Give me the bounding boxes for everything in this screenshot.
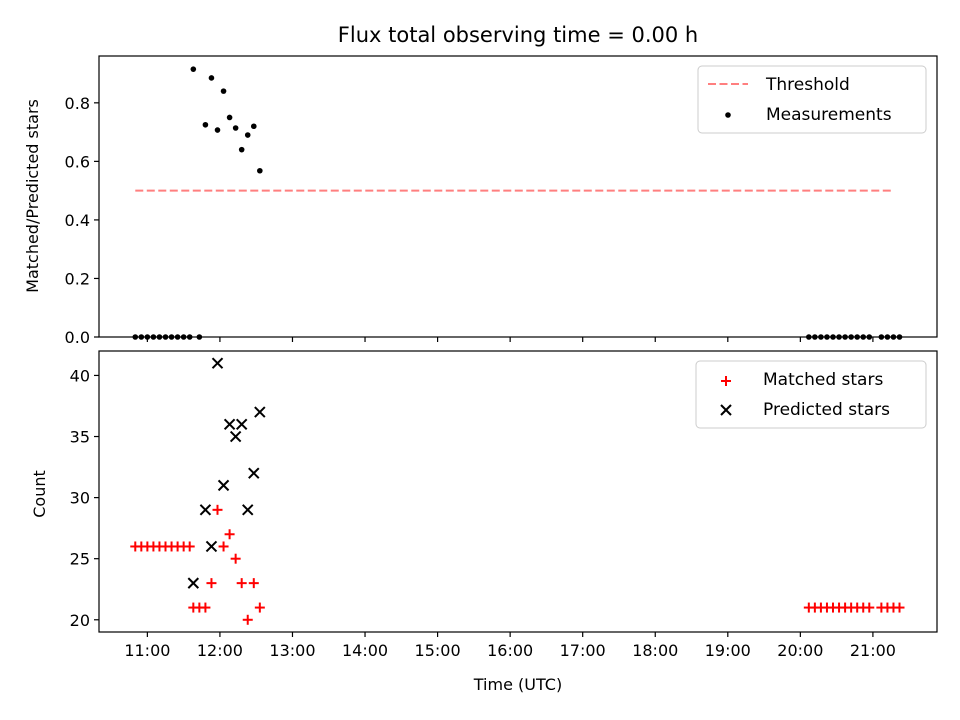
x-marker-b bbox=[254, 406, 266, 418]
predicted-star-point bbox=[199, 504, 212, 516]
legend-measurements-swatch bbox=[725, 112, 731, 118]
legend-threshold-label: Threshold bbox=[765, 75, 850, 95]
matched-star-point bbox=[894, 602, 905, 613]
x-tick-label: 11:00 bbox=[124, 641, 170, 660]
y-tick-label-bottom: 25 bbox=[70, 550, 90, 569]
legend-top: Threshold Measurements bbox=[697, 65, 927, 134]
chart-title: Flux total observing time = 0.00 h bbox=[338, 23, 698, 47]
predicted-star-point bbox=[211, 357, 224, 369]
matched-star-point bbox=[230, 553, 241, 564]
measurement-point bbox=[208, 75, 215, 81]
x-tick-label: 15:00 bbox=[415, 641, 461, 660]
predicted-star-point bbox=[229, 430, 242, 443]
y-axis-label-bottom: Count bbox=[30, 470, 49, 518]
axes-frame-top bbox=[98, 55, 938, 338]
matched-star-point bbox=[242, 614, 253, 625]
x-marker-b bbox=[199, 504, 212, 516]
y-tick-label-bottom: 35 bbox=[70, 428, 90, 447]
x-tick-label: 16:00 bbox=[487, 641, 533, 660]
predicted-star-point bbox=[223, 418, 236, 431]
x-marker-b bbox=[248, 467, 260, 479]
legend-matched-label: Matched stars bbox=[763, 370, 883, 390]
x-tick-label: 13:00 bbox=[269, 641, 315, 660]
legend-predicted-label: Predicted stars bbox=[763, 400, 890, 420]
plot-top: 0.0 0.2 0.4 0.6 0.8 Threshold Measurements bbox=[65, 55, 938, 347]
y-tick-label-top: 0.0 bbox=[65, 328, 90, 347]
measurement-point bbox=[226, 114, 233, 121]
predicted-star-point bbox=[242, 504, 254, 516]
legend-measurements-label: Measurements bbox=[766, 105, 892, 125]
predicted-star-point bbox=[205, 540, 218, 553]
matched-star-point bbox=[212, 504, 223, 515]
matched-star-point bbox=[200, 602, 211, 613]
matched-star-point bbox=[864, 602, 875, 613]
x-tick-label: 18:00 bbox=[632, 641, 678, 660]
predicted-star-point bbox=[254, 406, 266, 418]
matched-star-point bbox=[236, 578, 247, 589]
x-marker-b bbox=[720, 404, 732, 416]
x-tick-label: 21:00 bbox=[850, 641, 896, 660]
matched-star-point bbox=[206, 578, 217, 589]
x-marker-b bbox=[205, 540, 218, 553]
x-marker-b bbox=[235, 418, 248, 431]
legend-predicted-swatch bbox=[720, 404, 732, 416]
x-tick-label: 14:00 bbox=[342, 641, 388, 660]
y-tick-label-bottom: 20 bbox=[70, 611, 90, 630]
x-marker-b bbox=[242, 504, 254, 516]
x-tick-label: 20:00 bbox=[777, 641, 823, 660]
y-tick-label-bottom: 30 bbox=[70, 489, 90, 508]
x-tick-label: 19:00 bbox=[705, 641, 751, 660]
measurement-point bbox=[214, 127, 221, 133]
y-tick-label-top: 0.6 bbox=[65, 152, 90, 171]
legend-bottom-box bbox=[695, 360, 927, 429]
measurement-point bbox=[232, 125, 239, 131]
matched-star-point bbox=[184, 541, 195, 552]
y-tick-label-bottom: 40 bbox=[70, 366, 90, 385]
x-marker-b bbox=[187, 577, 200, 589]
matched-star-point bbox=[218, 541, 229, 552]
axes-frame-bottom bbox=[98, 350, 938, 633]
x-marker-b bbox=[229, 430, 242, 443]
x-marker-b bbox=[217, 479, 230, 492]
matched-star-point bbox=[254, 602, 265, 613]
predicted-star-point bbox=[217, 479, 230, 492]
x-marker-b bbox=[211, 357, 224, 369]
x-tick-label: 17:00 bbox=[560, 641, 606, 660]
predicted-star-point bbox=[235, 418, 248, 431]
measurement-point bbox=[257, 167, 263, 174]
x-tick-label: 12:00 bbox=[197, 641, 243, 660]
measurement-point bbox=[202, 121, 209, 128]
measurement-point bbox=[238, 146, 245, 153]
x-axis-label: Time (UTC) bbox=[473, 675, 562, 694]
y-axis-label-top: Matched/Predicted stars bbox=[23, 99, 42, 293]
measurement-point bbox=[250, 123, 257, 130]
plot-bottom: 20 25 30 35 40 11:00 12:00 13:00 14:00 15:00 16:00… bbox=[70, 350, 938, 660]
y-tick-label-top: 0.8 bbox=[65, 94, 90, 113]
measurement-point bbox=[190, 66, 197, 72]
x-marker-b bbox=[223, 418, 236, 431]
predicted-star-point bbox=[187, 577, 200, 589]
measurement-point bbox=[220, 88, 227, 94]
y-tick-label-top: 0.2 bbox=[65, 269, 90, 288]
measurement-point bbox=[244, 132, 251, 138]
y-tick-label-top: 0.4 bbox=[65, 211, 90, 230]
matched-star-point bbox=[224, 529, 235, 540]
legend-matched-swatch bbox=[721, 376, 731, 386]
legend-top-box bbox=[697, 65, 927, 134]
predicted-star-point bbox=[248, 467, 260, 479]
legend-bottom: Matched stars Predicted stars bbox=[695, 360, 927, 429]
matched-star-point bbox=[248, 578, 259, 589]
